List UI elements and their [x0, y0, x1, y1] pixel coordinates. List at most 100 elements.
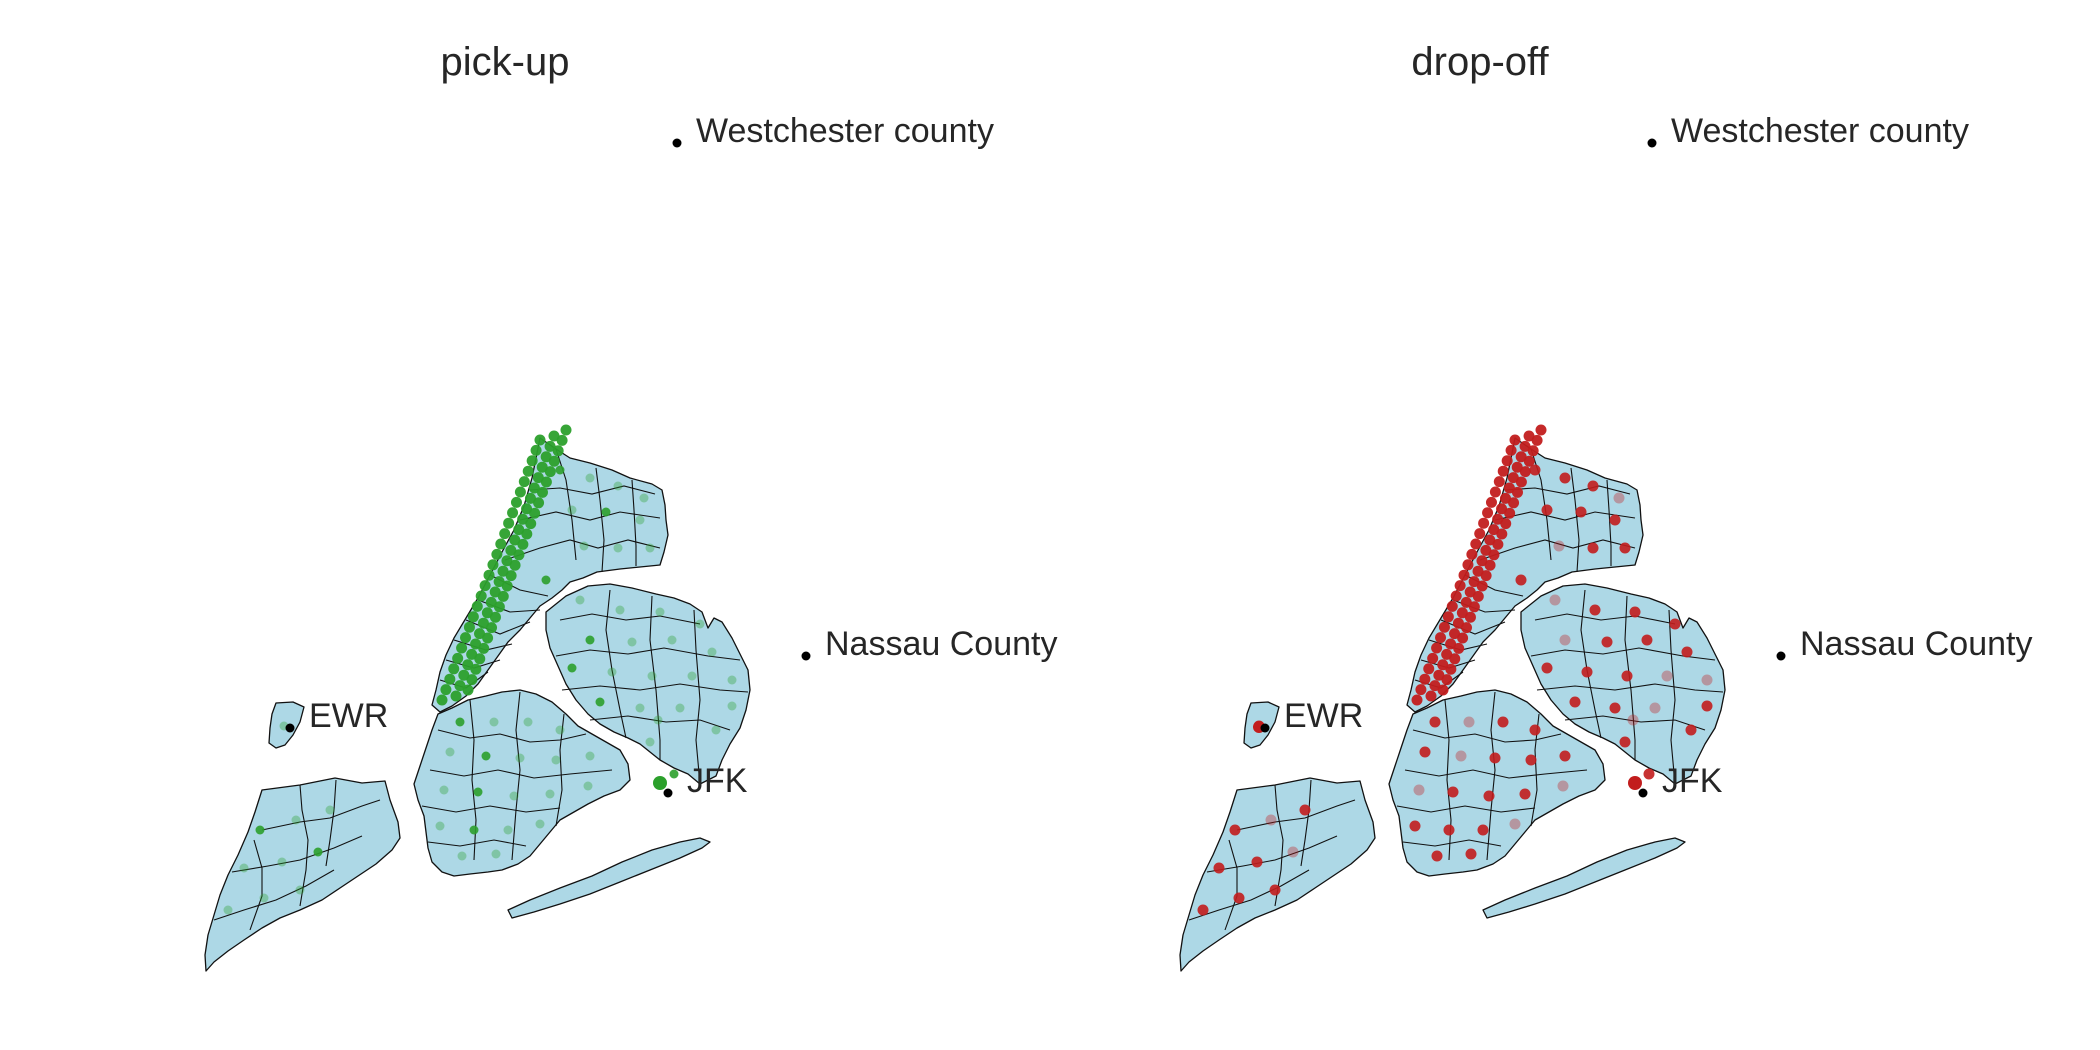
trip-dot [493, 576, 505, 588]
trip-dot [1447, 786, 1459, 798]
zone-boundary [1534, 613, 1676, 625]
zone-boundary [1440, 619, 1506, 635]
trip-dot [1265, 814, 1277, 826]
trip-dot [1587, 542, 1599, 554]
trip-dot [544, 466, 556, 478]
trip-dot [1627, 714, 1639, 726]
trip-dot [1553, 540, 1565, 552]
trip-dot [466, 648, 478, 660]
trip-dot [1419, 673, 1431, 685]
trip-dot [567, 663, 577, 673]
trip-dot [667, 635, 677, 645]
trip-dot [532, 472, 544, 484]
trip-dot [536, 461, 548, 473]
trip-dot [1437, 659, 1449, 671]
zone-boundary [1206, 835, 1338, 873]
trip-dot [479, 580, 491, 592]
trip-dot [1449, 628, 1461, 640]
trip-dot [462, 684, 474, 696]
trip-density-dots [1197, 424, 1713, 916]
borough-areas [1179, 437, 1726, 972]
trip-dot [1474, 528, 1486, 540]
zone-boundary [589, 715, 731, 731]
zone-boundary [1412, 729, 1562, 743]
zone-boundary [649, 595, 661, 760]
trip-dot [551, 755, 561, 765]
trip-dot [1251, 856, 1263, 868]
trip-dot [1501, 455, 1513, 467]
nassau-label: Nassau County [1800, 625, 2032, 663]
trip-dot [1449, 653, 1461, 665]
trip-dot [541, 575, 551, 585]
trip-dot [255, 825, 265, 835]
jfk-label: JFK [687, 762, 748, 800]
trip-dot [1483, 790, 1495, 802]
trip-dot [1427, 652, 1439, 664]
ewr-point [1260, 723, 1270, 733]
trip-dot [552, 445, 564, 457]
trip-dot [1557, 780, 1569, 792]
trip-dot [525, 518, 537, 530]
trip-dot [454, 680, 466, 692]
ewr-point [285, 723, 295, 733]
ewr-label: EWR [309, 697, 388, 735]
trip-dot [1609, 514, 1621, 526]
trip-dot [645, 737, 655, 747]
zone-boundary [1300, 779, 1312, 867]
trip-dot [556, 434, 568, 446]
trip-dot [477, 617, 489, 629]
trip-dot [501, 580, 513, 592]
zone-boundary [555, 713, 565, 827]
pickup-panel: pick-up Westchester county Nassau County E… [204, 40, 1057, 972]
zone-boundary [1402, 839, 1502, 847]
rockaway-area [1482, 837, 1686, 919]
zone-boundary [299, 784, 309, 907]
ewr-island-area [268, 701, 305, 749]
trip-dot [505, 570, 517, 582]
trip-dot [1515, 476, 1527, 488]
trip-dot [1492, 513, 1504, 525]
panel-title: pick-up [440, 40, 570, 84]
zone-boundary [1486, 691, 1496, 861]
zone-boundary [1396, 805, 1536, 813]
zone-boundaries [1188, 448, 1724, 931]
rockaway-area [507, 837, 711, 919]
trip-dot [1493, 476, 1505, 488]
trip-dot [1531, 434, 1543, 446]
nassau-point [801, 651, 811, 661]
trip-dot [1466, 548, 1478, 560]
trip-dot [613, 481, 623, 491]
trip-dot [1429, 716, 1441, 728]
trip-dot [460, 632, 472, 644]
trip-dot [1484, 559, 1496, 571]
queens-area [1520, 583, 1726, 785]
location-markers: Westchester county Nassau County EWR JFK [1260, 112, 2032, 800]
trip-dot [1463, 716, 1475, 728]
trip-dot [560, 424, 572, 436]
trip-dot [1701, 674, 1713, 686]
zone-boundary [519, 511, 661, 521]
zone-boundary [1570, 467, 1580, 573]
trip-dot [455, 717, 465, 727]
trip-dot [1629, 606, 1641, 618]
zone-boundary [465, 619, 531, 635]
trip-dot [583, 781, 593, 791]
trip-dot [535, 819, 545, 829]
trip-dot [1685, 724, 1697, 736]
zone-boundary [1494, 511, 1636, 521]
trip-dot [1197, 904, 1209, 916]
trip-dot [471, 600, 483, 612]
trip-dot [1529, 724, 1541, 736]
jfk-point [1638, 788, 1648, 798]
trip-dot [1478, 517, 1490, 529]
trip-dot [1456, 607, 1468, 619]
trip-dot [727, 675, 737, 685]
trip-dot [1423, 663, 1435, 675]
trip-dot [518, 476, 530, 488]
trip-dot [1485, 496, 1497, 508]
trip-dot [452, 652, 464, 664]
queens-area [545, 583, 751, 785]
trip-dot [528, 482, 540, 494]
trip-dot [1462, 559, 1474, 571]
trip-dot [503, 825, 513, 835]
